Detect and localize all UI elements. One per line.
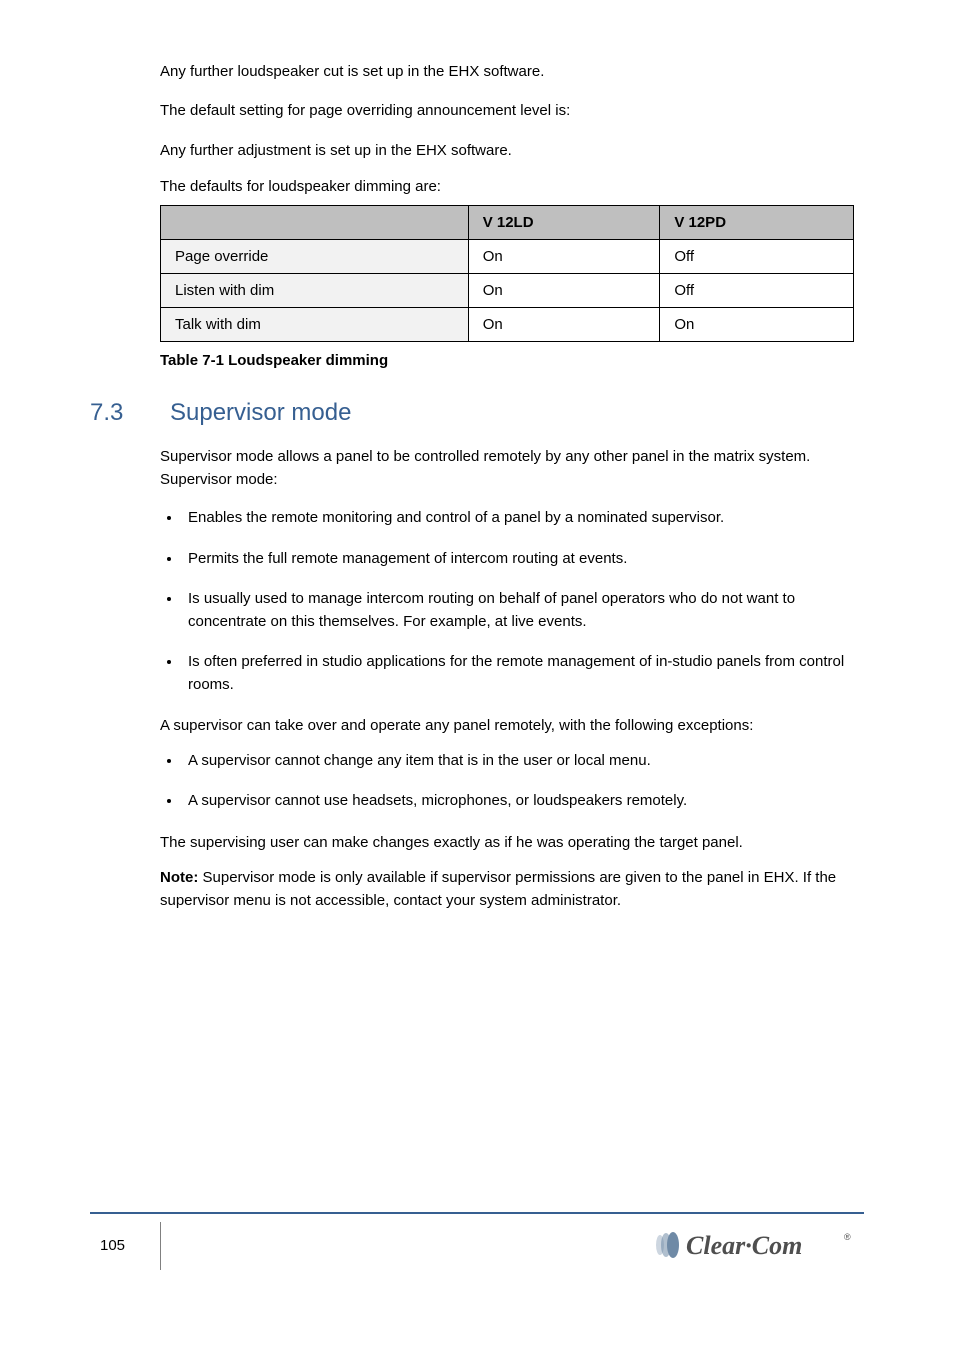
clear-com-logo: Clear·Com ® <box>648 1226 858 1264</box>
table-header-col1: V 12LD <box>468 205 660 239</box>
table-cell-label: Listen with dim <box>161 273 469 307</box>
table-header-col2: V 12PD <box>660 205 854 239</box>
list-item: Is often preferred in studio application… <box>182 651 854 696</box>
table-header-blank <box>161 205 469 239</box>
section-number: 7.3 <box>90 399 144 427</box>
list-item: Is usually used to manage intercom routi… <box>182 588 854 633</box>
note-text: Supervisor mode is only available if sup… <box>160 869 836 909</box>
supervisor-p2: A supervisor can take over and operate a… <box>160 714 854 737</box>
intro-paragraph-1: Any further loudspeaker cut is set up in… <box>160 60 854 83</box>
note-paragraph: Note: Supervisor mode is only available … <box>160 866 854 913</box>
table-cell: On <box>468 273 660 307</box>
supervisor-p3: The supervising user can make changes ex… <box>160 831 854 854</box>
list-item: Permits the full remote management of in… <box>182 548 854 571</box>
table-cell: Off <box>660 273 854 307</box>
list-item: A supervisor cannot change any item that… <box>182 750 854 773</box>
table-row: Listen with dim On Off <box>161 273 854 307</box>
section-title: Supervisor mode <box>170 399 351 427</box>
supervisor-bullets-2: A supervisor cannot change any item that… <box>182 750 854 813</box>
table-cell: On <box>660 307 854 341</box>
table-row: Page override On Off <box>161 239 854 273</box>
supervisor-bullets-1: Enables the remote monitoring and contro… <box>182 507 854 696</box>
table-header-row: V 12LD V 12PD <box>161 205 854 239</box>
list-item: Enables the remote monitoring and contro… <box>182 507 854 530</box>
table-row: Talk with dim On On <box>161 307 854 341</box>
logo-text: Clear·Com <box>686 1231 802 1260</box>
page-content: Any further loudspeaker cut is set up in… <box>160 60 854 912</box>
table-cell-label: Page override <box>161 239 469 273</box>
logo-mark-icon <box>656 1232 679 1258</box>
intro-paragraph-2: The default setting for page overriding … <box>160 99 854 122</box>
page-number: 105 <box>100 1237 125 1254</box>
table-cell-label: Talk with dim <box>161 307 469 341</box>
table-caption: The defaults for loudspeaker dimming are… <box>160 178 854 195</box>
table-cell: Off <box>660 239 854 273</box>
table-cell: On <box>468 239 660 273</box>
table-number: Table 7-1 Loudspeaker dimming <box>160 352 854 369</box>
logo-svg: Clear·Com ® <box>648 1226 858 1264</box>
footer-divider <box>160 1222 161 1270</box>
logo-r-icon: ® <box>844 1232 851 1242</box>
footer-rule <box>90 1212 864 1214</box>
dimming-table: V 12LD V 12PD Page override On Off Liste… <box>160 205 854 342</box>
supervisor-intro: Supervisor mode allows a panel to be con… <box>160 445 854 492</box>
section-heading-row: 7.3 Supervisor mode <box>90 399 854 431</box>
table-cell: On <box>468 307 660 341</box>
list-item: A supervisor cannot use headsets, microp… <box>182 790 854 813</box>
note-label: Note: <box>160 869 198 886</box>
intro-paragraph-3: Any further adjustment is set up in the … <box>160 139 854 162</box>
document-page: Any further loudspeaker cut is set up in… <box>0 0 954 1350</box>
